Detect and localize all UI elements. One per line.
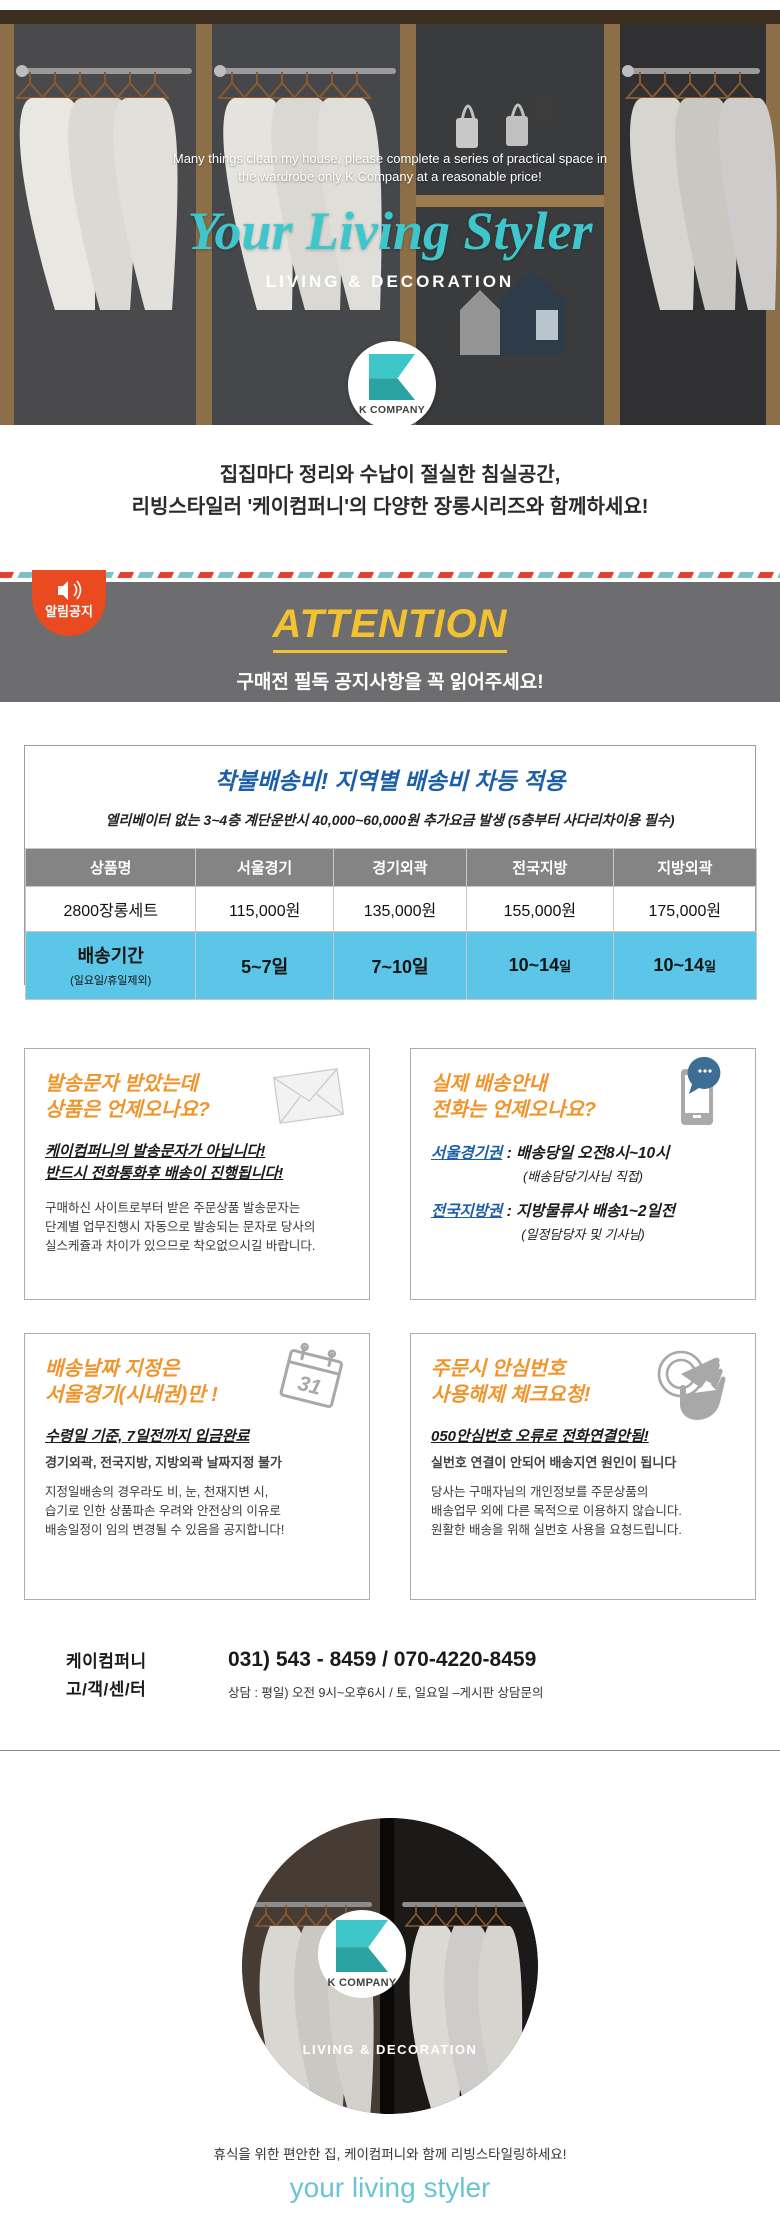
svg-text:알림공지: 알림공지	[45, 604, 93, 619]
svg-text:31: 31	[295, 1372, 323, 1400]
